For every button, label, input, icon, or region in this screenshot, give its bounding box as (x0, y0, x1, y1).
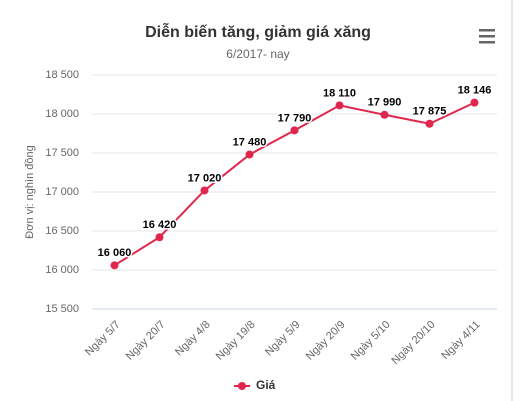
data-point (110, 261, 119, 270)
data-label: 17 875 (413, 106, 447, 118)
data-label: 17 790 (278, 112, 312, 124)
x-tick-label: Ngày 5/7 (83, 319, 123, 359)
legend-label: Giá (256, 378, 276, 392)
x-tick-label: Ngày 4/11 (439, 319, 482, 362)
data-point (290, 126, 299, 135)
data-point (155, 233, 164, 242)
x-tick-label: Ngày 19/8 (214, 319, 258, 363)
data-point (380, 110, 389, 119)
data-label: 17 020 (188, 172, 222, 184)
menu-bar (479, 29, 495, 32)
menu-bar (479, 41, 495, 44)
data-label: 17 990 (368, 97, 402, 109)
x-tick-label: Ngày 20/7 (124, 319, 168, 363)
y-tick-label: 15 500 (45, 303, 79, 315)
data-point (470, 98, 479, 107)
y-tick-label: 17 500 (45, 147, 79, 159)
x-tick-label: Ngày 20/10 (389, 319, 437, 367)
x-tick-label: Ngày 4/8 (173, 319, 213, 359)
y-tick-label: 16 500 (45, 225, 79, 237)
y-axis-title: Đơn vị: nghìn đồng (24, 145, 36, 238)
data-label: 18 146 (458, 85, 492, 97)
menu-bar (479, 35, 495, 38)
menu-button[interactable] (479, 29, 495, 44)
data-point (200, 186, 209, 195)
y-tick-label: 17 000 (45, 186, 79, 198)
data-label: 17 480 (233, 136, 267, 148)
chart-title: Diễn biến tăng, giảm giá xăng (145, 22, 371, 41)
x-tick-label: Ngày 20/9 (304, 319, 348, 363)
legend-marker (238, 382, 246, 390)
chart-subtitle: 6/2017- nay (226, 47, 289, 61)
x-tick-label: Ngày 5/10 (349, 319, 393, 363)
y-tick-label: 18 500 (45, 69, 79, 81)
data-point (245, 150, 254, 159)
data-point (425, 119, 434, 128)
data-label: 16 420 (143, 219, 177, 231)
y-tick-label: 16 000 (45, 264, 79, 276)
y-tick-label: 18 000 (45, 108, 79, 120)
data-label: 18 110 (323, 87, 356, 99)
data-label: 16 060 (98, 247, 132, 259)
data-point (335, 101, 344, 110)
x-tick-label: Ngày 5/9 (263, 319, 303, 359)
